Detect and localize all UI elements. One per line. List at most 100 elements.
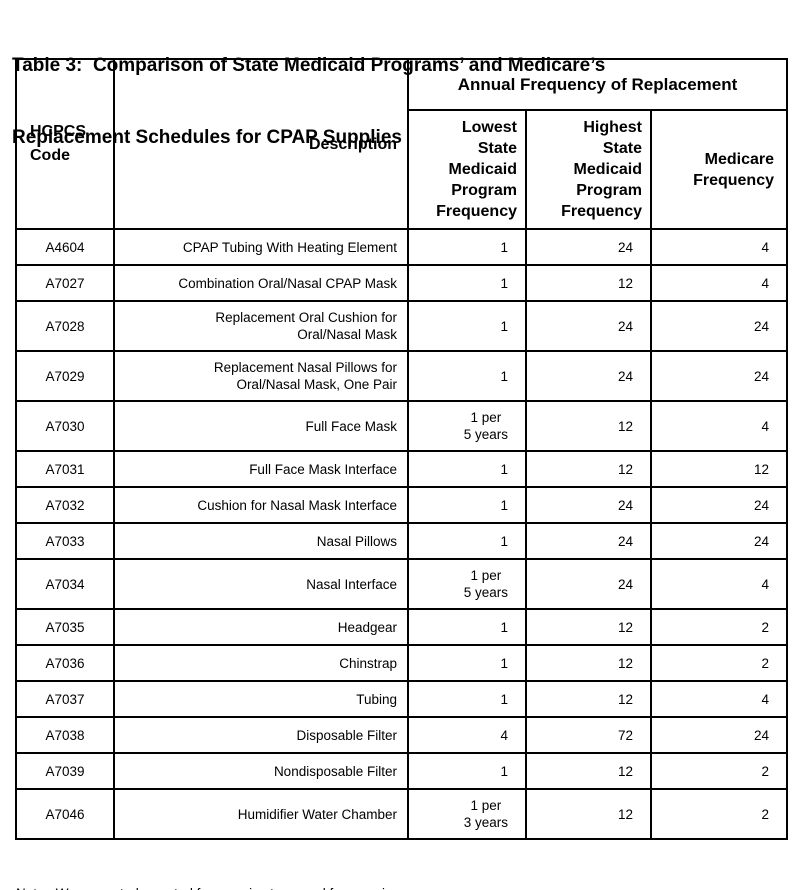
frequency-value: 1	[500, 239, 508, 255]
frequency-value: 12	[617, 763, 633, 779]
lowest-frequency-cell: 1	[407, 608, 527, 646]
medicare-frequency-cell: 4	[650, 228, 788, 266]
frequency-value: 1	[500, 655, 508, 671]
hcpcs-code-cell: A7032	[15, 486, 115, 524]
frequency-value: 4	[761, 275, 769, 291]
frequency-value: 12	[617, 691, 633, 707]
frequency-value: 12	[617, 655, 633, 671]
frequency-value: 2	[761, 655, 769, 671]
frequency-value: 12	[617, 275, 633, 291]
frequency-value: 1	[500, 497, 508, 513]
highest-frequency-cell: 12	[525, 752, 652, 790]
medicare-frequency-cell: 4	[650, 400, 788, 452]
header-lowest-state-frequency: Lowest State Medicaid Program Frequency	[407, 109, 527, 230]
highest-frequency-cell: 12	[525, 644, 652, 682]
lowest-frequency-cell: 1	[407, 450, 527, 488]
cpap-replacement-schedule-table: HCPCS Code Description Annual Frequency …	[15, 58, 788, 840]
highest-frequency-cell: 12	[525, 788, 652, 840]
hcpcs-code-cell: A7027	[15, 264, 115, 302]
frequency-value: 4	[500, 727, 508, 743]
description-cell: Humidifier Water Chamber	[113, 788, 409, 840]
table-row: A7029 Replacement Nasal Pillows for Oral…	[15, 350, 788, 402]
hcpcs-code-cell: A7035	[15, 608, 115, 646]
frequency-value: 72	[617, 727, 633, 743]
hcpcs-code-cell: A7046	[15, 788, 115, 840]
hcpcs-code-cell: A7028	[15, 300, 115, 352]
frequency-value: 24	[617, 239, 633, 255]
table-row: A7036 Chinstrap 1 12 2	[15, 644, 788, 682]
description-cell: Nasal Pillows	[113, 522, 409, 560]
table-row: A7032 Cushion for Nasal Mask Interface 1…	[15, 486, 788, 524]
frequency-value: 12	[617, 619, 633, 635]
medicare-frequency-cell: 24	[650, 350, 788, 402]
frequency-value: 1	[500, 763, 508, 779]
table-row: A7034 Nasal Interface 1 per 5 years 24 4	[15, 558, 788, 610]
lowest-frequency-cell: 1	[407, 486, 527, 524]
highest-frequency-cell: 12	[525, 450, 652, 488]
frequency-value: 1 per 3 years	[463, 798, 508, 830]
highest-frequency-cell: 24	[525, 522, 652, 560]
lowest-frequency-cell: 1	[407, 350, 527, 402]
table-row: A7035 Headgear 1 12 2	[15, 608, 788, 646]
medicare-frequency-cell: 2	[650, 752, 788, 790]
table-row: A7037 Tubing 1 12 4	[15, 680, 788, 718]
frequency-value: 24	[617, 576, 633, 592]
table-row: A7038 Disposable Filter 4 72 24	[15, 716, 788, 754]
frequency-value: 24	[753, 368, 769, 384]
frequency-value: 12	[753, 461, 769, 477]
frequency-value: 24	[753, 727, 769, 743]
table-row: A7046 Humidifier Water Chamber 1 per 3 y…	[15, 788, 788, 840]
frequency-value: 4	[761, 691, 769, 707]
frequency-value: 1	[500, 368, 508, 384]
description-cell: Disposable Filter	[113, 716, 409, 754]
description-cell: Full Face Mask Interface	[113, 450, 409, 488]
table-row: A7028 Replacement Oral Cushion for Oral/…	[15, 300, 788, 352]
lowest-frequency-cell: 1	[407, 644, 527, 682]
frequency-value: 1	[500, 691, 508, 707]
frequency-value: 24	[617, 368, 633, 384]
highest-frequency-cell: 24	[525, 558, 652, 610]
description-cell: CPAP Tubing With Heating Element	[113, 228, 409, 266]
lowest-frequency-cell: 1	[407, 680, 527, 718]
table-row: A7039 Nondisposable Filter 1 12 2	[15, 752, 788, 790]
header-hcpcs-code: HCPCS Code	[15, 58, 115, 230]
description-cell: Replacement Oral Cushion for Oral/Nasal …	[113, 300, 409, 352]
hcpcs-code-cell: A7039	[15, 752, 115, 790]
description-cell: Tubing	[113, 680, 409, 718]
frequency-value: 24	[753, 318, 769, 334]
medicare-frequency-cell: 4	[650, 680, 788, 718]
note-line: Note: We converted reported frequencies …	[16, 884, 460, 890]
medicare-frequency-cell: 2	[650, 608, 788, 646]
header-row-annual: HCPCS Code Description Annual Frequency …	[15, 58, 788, 230]
frequency-value: 4	[761, 418, 769, 434]
hcpcs-code-cell: A7038	[15, 716, 115, 754]
hcpcs-code-cell: A7034	[15, 558, 115, 610]
description-cell: Headgear	[113, 608, 409, 646]
table-footnotes: Note: We converted reported frequencies …	[16, 845, 460, 890]
hcpcs-code-cell: A7031	[15, 450, 115, 488]
description-cell: Nondisposable Filter	[113, 752, 409, 790]
medicare-frequency-cell: 2	[650, 644, 788, 682]
description-cell: Cushion for Nasal Mask Interface	[113, 486, 409, 524]
highest-frequency-cell: 12	[525, 264, 652, 302]
highest-frequency-cell: 24	[525, 228, 652, 266]
highest-frequency-cell: 12	[525, 400, 652, 452]
frequency-value: 24	[617, 533, 633, 549]
lowest-frequency-cell: 1	[407, 522, 527, 560]
frequency-value: 2	[761, 806, 769, 822]
hcpcs-code-cell: A7037	[15, 680, 115, 718]
frequency-value: 1	[500, 461, 508, 477]
description-cell: Combination Oral/Nasal CPAP Mask	[113, 264, 409, 302]
frequency-value: 1	[500, 533, 508, 549]
hcpcs-code-cell: A7036	[15, 644, 115, 682]
frequency-value: 1	[500, 275, 508, 291]
medicare-frequency-cell: 4	[650, 558, 788, 610]
frequency-value: 2	[761, 763, 769, 779]
medicare-frequency-cell: 4	[650, 264, 788, 302]
table-row: A7033 Nasal Pillows 1 24 24	[15, 522, 788, 560]
table-row: A7027 Combination Oral/Nasal CPAP Mask 1…	[15, 264, 788, 302]
hcpcs-code-cell: A7030	[15, 400, 115, 452]
medicare-frequency-cell: 24	[650, 522, 788, 560]
highest-frequency-cell: 24	[525, 486, 652, 524]
highest-frequency-cell: 72	[525, 716, 652, 754]
